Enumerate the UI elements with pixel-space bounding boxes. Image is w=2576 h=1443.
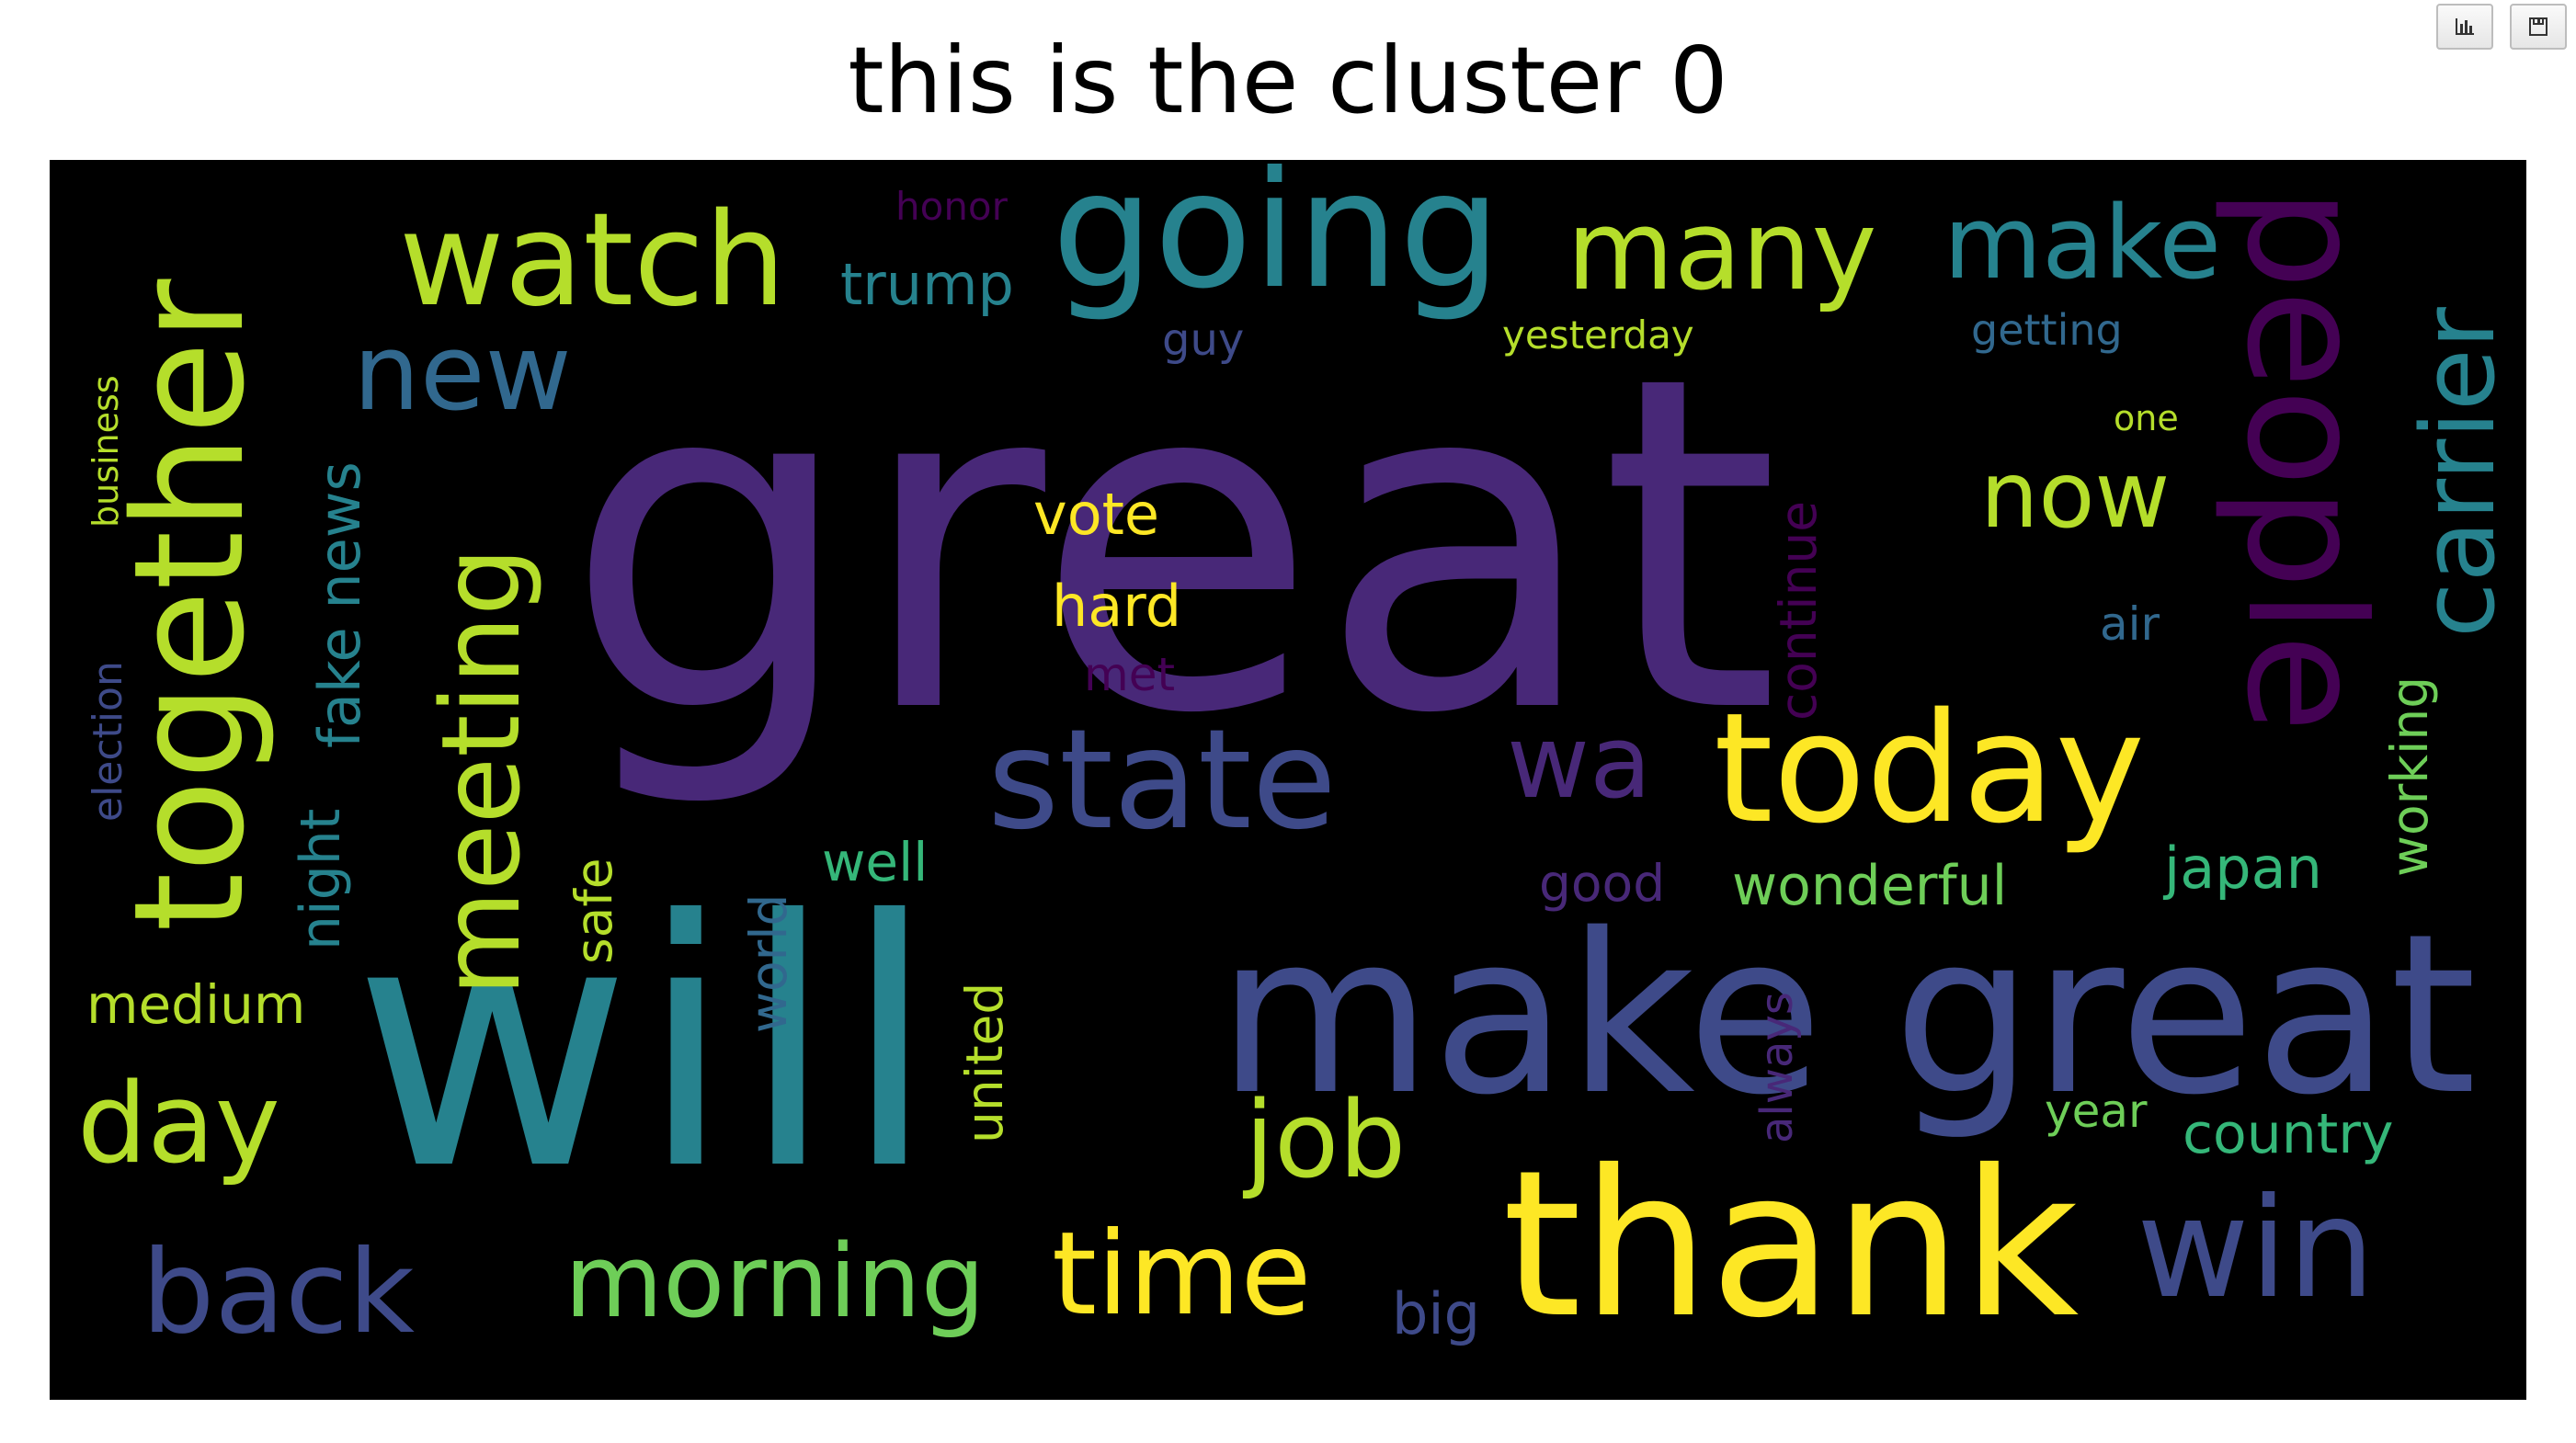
word-one: one <box>2114 398 2179 438</box>
word-make: make <box>1943 184 2222 301</box>
word-air: air <box>2100 597 2160 651</box>
word-wonderful: wonderful <box>1732 854 2008 918</box>
word-job: job <box>1245 1079 1407 1202</box>
word-morning: morning <box>564 1222 986 1340</box>
word-people: people <box>2211 187 2398 733</box>
word-going: going <box>1052 160 1501 324</box>
word-honor: honor <box>895 184 1008 229</box>
word-great: great <box>564 278 1781 813</box>
word-night: night <box>289 808 353 950</box>
word-world: world <box>739 893 798 1033</box>
word-today: today <box>1714 680 2146 857</box>
word-year: year <box>2045 1085 2148 1138</box>
word-trump: trump <box>840 251 1014 318</box>
word-cloud-image: great will make great thank going state … <box>50 160 2526 1400</box>
chart-view-button[interactable] <box>2436 4 2493 50</box>
word-guy: guy <box>1162 314 1245 366</box>
word-big: big <box>1392 1280 1480 1347</box>
word-carrier: carrier <box>2399 307 2517 638</box>
word-yesterday: yesterday <box>1502 312 1694 358</box>
word-united: united <box>955 982 1014 1143</box>
word-vote: vote <box>1033 481 1160 548</box>
word-now: now <box>1980 441 2171 549</box>
word-hard: hard <box>1052 573 1182 640</box>
word-time: time <box>1052 1208 1312 1341</box>
save-button[interactable] <box>2510 4 2567 50</box>
word-met: met <box>1084 648 1176 701</box>
word-state: state <box>987 700 1337 860</box>
word-safe: safe <box>564 858 623 964</box>
word-good: good <box>1539 854 1666 913</box>
word-business: business <box>85 375 126 528</box>
word-well: well <box>822 831 929 893</box>
figure-title: this is the cluster 0 <box>848 27 1728 134</box>
word-many: many <box>1567 187 1877 315</box>
word-country: country <box>2183 1102 2394 1166</box>
word-back: back <box>142 1226 416 1359</box>
bar-chart-icon <box>2456 18 2474 35</box>
word-thank: thank <box>1502 1127 2080 1362</box>
word-fake-news: fake news <box>306 461 373 748</box>
word-will: will <box>353 849 945 1244</box>
word-medium: medium <box>86 973 306 1036</box>
word-day: day <box>77 1061 280 1188</box>
word-wa: wa <box>1507 703 1652 821</box>
word-getting: getting <box>1971 305 2123 355</box>
word-make-great: make great <box>1217 886 2477 1143</box>
word-meeting: meeting <box>417 547 544 996</box>
word-japan: japan <box>2164 835 2322 902</box>
word-election: election <box>85 661 131 822</box>
word-continue: continue <box>1769 500 1828 721</box>
word-watch: watch <box>399 186 786 335</box>
word-together: together <box>101 278 278 932</box>
word-win: win <box>2137 1169 2376 1329</box>
word-new: new <box>353 312 572 435</box>
word-always: always <box>1751 992 1803 1143</box>
save-icon <box>2529 17 2548 36</box>
